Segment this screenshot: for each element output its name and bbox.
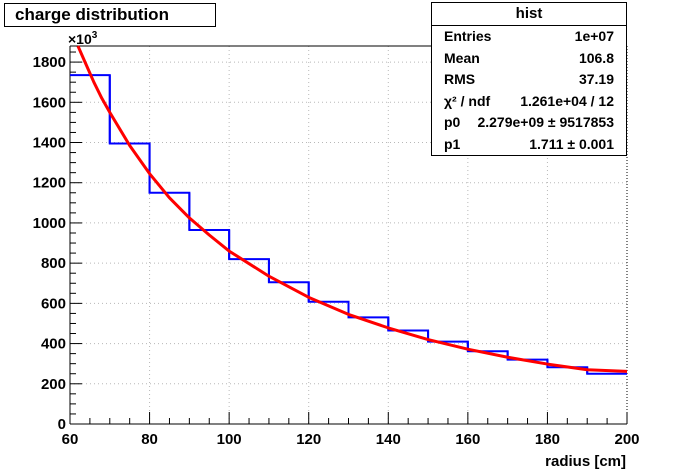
axis-ticks: 60 80 100 120 140 160 180 200 0 200 400 600 800 1000 1… xyxy=(33,51,640,448)
stats-row: p1 1.711 ± 0.001 xyxy=(432,134,626,156)
y-tick-label: 0 xyxy=(58,416,66,433)
chart-title: charge distribution xyxy=(4,3,216,27)
stats-value: 37.19 xyxy=(578,71,614,88)
y-multiplier-label: ×103 xyxy=(68,30,98,47)
stats-row: Entries 1e+07 xyxy=(432,26,626,48)
hist-bin xyxy=(468,351,508,424)
y-tick-label: 1800 xyxy=(33,54,66,71)
x-tick-label: 60 xyxy=(62,431,79,448)
x-tick-label: 140 xyxy=(376,431,401,448)
stats-value: 106.8 xyxy=(578,49,614,66)
stats-box: hist Entries 1e+07 Mean 106.8 RMS 37.19 χ² / n… xyxy=(431,2,627,156)
stats-label: RMS xyxy=(444,71,476,88)
x-tick-label: 180 xyxy=(535,431,560,448)
stats-value: 1e+07 xyxy=(574,28,614,44)
stats-label: Entries xyxy=(444,28,492,44)
y-tick-label: 1400 xyxy=(33,135,66,152)
hist-bin xyxy=(229,259,269,424)
stats-rows: Entries 1e+07 Mean 106.8 RMS 37.19 χ² / ndf 1.2… xyxy=(432,26,626,156)
hist-bin xyxy=(309,302,349,424)
stats-row: RMS 37.19 xyxy=(432,69,626,91)
y-tick-label: 800 xyxy=(41,255,66,272)
fit-line xyxy=(76,45,628,373)
hist-bin xyxy=(388,331,428,424)
hist-bin xyxy=(349,317,389,424)
stats-value: 1.261e+04 / 12 xyxy=(520,92,614,109)
axis-labels: ×103 radius [cm] xyxy=(68,30,626,470)
y-tick-label: 1000 xyxy=(33,215,66,232)
hist-bin xyxy=(508,360,548,424)
stats-label: p1 xyxy=(444,135,461,152)
stats-value: 2.279e+09 ± 9517853 xyxy=(477,114,614,131)
x-tick-label: 200 xyxy=(614,431,639,448)
stats-title: hist xyxy=(432,3,626,26)
x-tick-label: 120 xyxy=(296,431,321,448)
y-tick-label: 600 xyxy=(41,295,66,312)
hist-bin xyxy=(428,342,468,424)
x-tick-label: 160 xyxy=(455,431,480,448)
x-tick-label: 80 xyxy=(141,431,158,448)
fit-curve xyxy=(76,45,628,373)
stats-label: χ² / ndf xyxy=(444,92,491,109)
y-tick-label: 1200 xyxy=(33,175,66,192)
stats-row: p0 2.279e+09 ± 9517853 xyxy=(432,112,626,134)
x-tick-label: 100 xyxy=(217,431,242,448)
y-tick-label: 400 xyxy=(41,336,66,353)
y-tick-label: 200 xyxy=(41,376,66,393)
stats-label: p0 xyxy=(444,114,461,131)
hist-bin xyxy=(110,144,150,424)
hist-bin xyxy=(150,193,190,424)
x-axis-title: radius [cm] xyxy=(545,453,626,470)
stats-row: Mean 106.8 xyxy=(432,48,626,70)
hist-bin xyxy=(70,75,110,424)
y-tick-label: 1600 xyxy=(33,94,66,111)
stats-row: χ² / ndf 1.261e+04 / 12 xyxy=(432,91,626,113)
hist-bin xyxy=(587,374,627,424)
hist-bin xyxy=(547,367,587,424)
stats-value: 1.711 ± 0.001 xyxy=(529,135,614,152)
stats-label: Mean xyxy=(444,49,480,66)
hist-bin xyxy=(189,230,229,424)
